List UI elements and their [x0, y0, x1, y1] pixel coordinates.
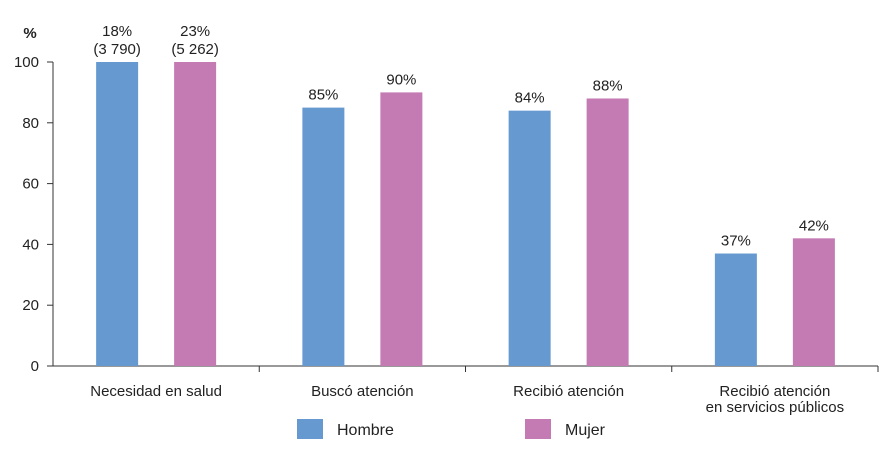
y-tick-label: 40 [22, 236, 39, 253]
legend-label-mujer: Mujer [565, 422, 606, 439]
y-tick-label: 80 [22, 115, 39, 132]
y-tick-label: 20 [22, 297, 39, 314]
y-tick-label: 0 [31, 358, 39, 375]
bar-mujer [586, 98, 629, 366]
data-label: 90% [386, 71, 416, 88]
bar-hombre [714, 253, 757, 366]
x-category-label: Buscó atención [311, 383, 414, 400]
data-label: 84% [515, 90, 545, 107]
y-axis-unit-label: % [23, 25, 36, 42]
x-category-label: Recibió atención [719, 383, 830, 400]
data-label: 37% [721, 233, 751, 250]
x-category-label: en servicios públicos [706, 399, 844, 416]
x-category-label: Recibió atención [513, 383, 624, 400]
bar-hombre [302, 107, 345, 366]
bar-hombre [508, 110, 551, 366]
data-label: (5 262) [171, 41, 219, 58]
legend-swatch-hombre [297, 419, 323, 439]
data-label: 85% [308, 87, 338, 104]
bar-mujer [792, 238, 835, 366]
data-label: 42% [799, 217, 829, 234]
legend-swatch-mujer [525, 419, 551, 439]
y-tick-label: 100 [14, 54, 39, 71]
y-tick-label: 60 [22, 176, 39, 193]
bar-hombre [96, 62, 139, 366]
data-label: 18% [102, 23, 132, 40]
bar-mujer [174, 62, 217, 366]
x-category-label: Necesidad en salud [90, 383, 222, 400]
data-label: 23% [180, 23, 210, 40]
data-label: (3 790) [93, 41, 141, 58]
bar-mujer [380, 92, 423, 367]
data-label: 88% [593, 77, 623, 94]
legend-label-hombre: Hombre [337, 422, 394, 439]
